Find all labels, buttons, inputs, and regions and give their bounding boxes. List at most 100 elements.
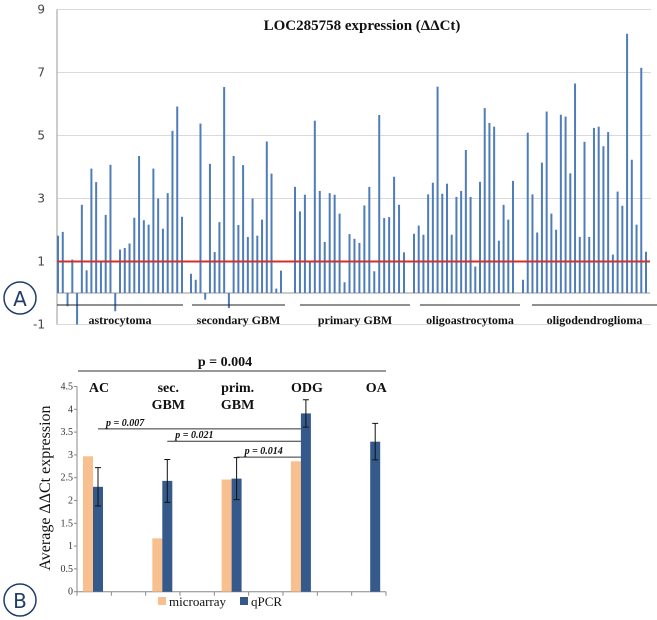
bar: [251, 198, 254, 293]
y-tick-label: 1: [37, 255, 45, 269]
bar: [76, 293, 79, 325]
bar: [204, 293, 207, 300]
y-tick-label: 9: [37, 3, 45, 17]
category-label: GBM: [152, 398, 185, 413]
bar: [368, 186, 371, 293]
bar: [280, 270, 282, 293]
chart-title: LOC285758 expression (ΔΔCt): [264, 18, 461, 34]
panel-b-badge: [3, 583, 37, 617]
comparison-p-value: p = 0.014: [244, 446, 283, 457]
bar: [383, 218, 386, 293]
bar: [464, 149, 467, 293]
group-label: oligoastrocytoma: [426, 313, 514, 327]
bar: [119, 249, 121, 293]
bar: [460, 190, 463, 293]
bar: [323, 241, 326, 293]
bar: [181, 216, 183, 293]
bar: [545, 111, 548, 293]
bar: [597, 126, 600, 294]
bar: [109, 164, 112, 293]
bar: [261, 219, 264, 293]
category-label: AC: [89, 381, 109, 396]
bar: [436, 86, 439, 293]
bar: [190, 273, 192, 293]
bar: [218, 222, 221, 293]
error-bar: [302, 399, 309, 428]
bar: [90, 168, 93, 293]
bar: [621, 205, 624, 293]
bar: [194, 279, 197, 293]
bar: [308, 261, 311, 293]
bar: [403, 252, 405, 293]
y-tick-label: -1: [33, 318, 45, 332]
category-label: ODG: [291, 381, 323, 396]
bar: [171, 130, 174, 293]
overall-p-value: p = 0.004: [198, 355, 252, 370]
legend-label-microarray: microarray: [169, 594, 227, 609]
bar: [237, 224, 240, 293]
bar: [66, 293, 69, 307]
bar: [607, 132, 610, 293]
bar: [104, 214, 107, 293]
bar: [95, 182, 98, 293]
y-tick-label: 3: [37, 192, 45, 206]
bar: [469, 196, 472, 293]
bar: [142, 220, 145, 293]
legend-label-qpcr: qPCR: [251, 594, 282, 609]
bar: [574, 83, 577, 294]
microarray-bar: [152, 538, 163, 592]
bar: [318, 190, 321, 293]
panel-b-label: B: [13, 589, 27, 613]
comparison-p-value: p = 0.021: [174, 430, 213, 441]
bar: [413, 233, 415, 293]
bar: [446, 183, 448, 293]
bar: [147, 224, 150, 293]
bar: [343, 282, 346, 293]
bar: [85, 270, 88, 293]
y-tick-label: 5: [37, 129, 45, 143]
bar: [363, 205, 366, 293]
bar: [427, 194, 430, 293]
qPCR-bar: [162, 480, 173, 592]
bar: [275, 288, 278, 293]
y-tick-label: 3.5: [61, 427, 74, 438]
bar: [497, 240, 500, 293]
y-tick-label: 1.5: [61, 518, 74, 529]
bar: [431, 182, 434, 293]
qPCR-bar: [370, 441, 381, 592]
bar: [422, 234, 425, 293]
bar: [398, 204, 401, 293]
bar: [114, 293, 117, 312]
bar: [635, 224, 638, 293]
bar: [328, 193, 331, 293]
bar: [455, 196, 458, 293]
bar: [152, 168, 155, 293]
bar: [348, 234, 351, 293]
bar: [592, 127, 595, 293]
y-tick-label: 4.5: [61, 382, 74, 393]
bar: [417, 225, 420, 293]
error-bar: [372, 422, 379, 461]
bar: [479, 181, 481, 293]
bar: [232, 155, 235, 293]
y-tick-label: 4: [68, 404, 73, 415]
bar: [353, 238, 356, 293]
bar: [602, 146, 605, 293]
bar: [522, 279, 524, 293]
bar: [483, 108, 486, 293]
bar: [265, 141, 268, 293]
bar: [294, 186, 296, 293]
bar: [630, 159, 633, 293]
bar: [176, 106, 179, 294]
bar: [393, 176, 396, 293]
panel-a-badge: [3, 281, 37, 315]
bar: [588, 236, 591, 293]
bar: [133, 217, 136, 293]
group-label: primary GBM: [318, 313, 392, 327]
category-label: GBM: [221, 398, 254, 413]
y-tick-label: 2: [68, 496, 73, 507]
bar: [550, 213, 553, 293]
bar: [441, 193, 444, 293]
group-label: secondary GBM: [197, 313, 281, 327]
